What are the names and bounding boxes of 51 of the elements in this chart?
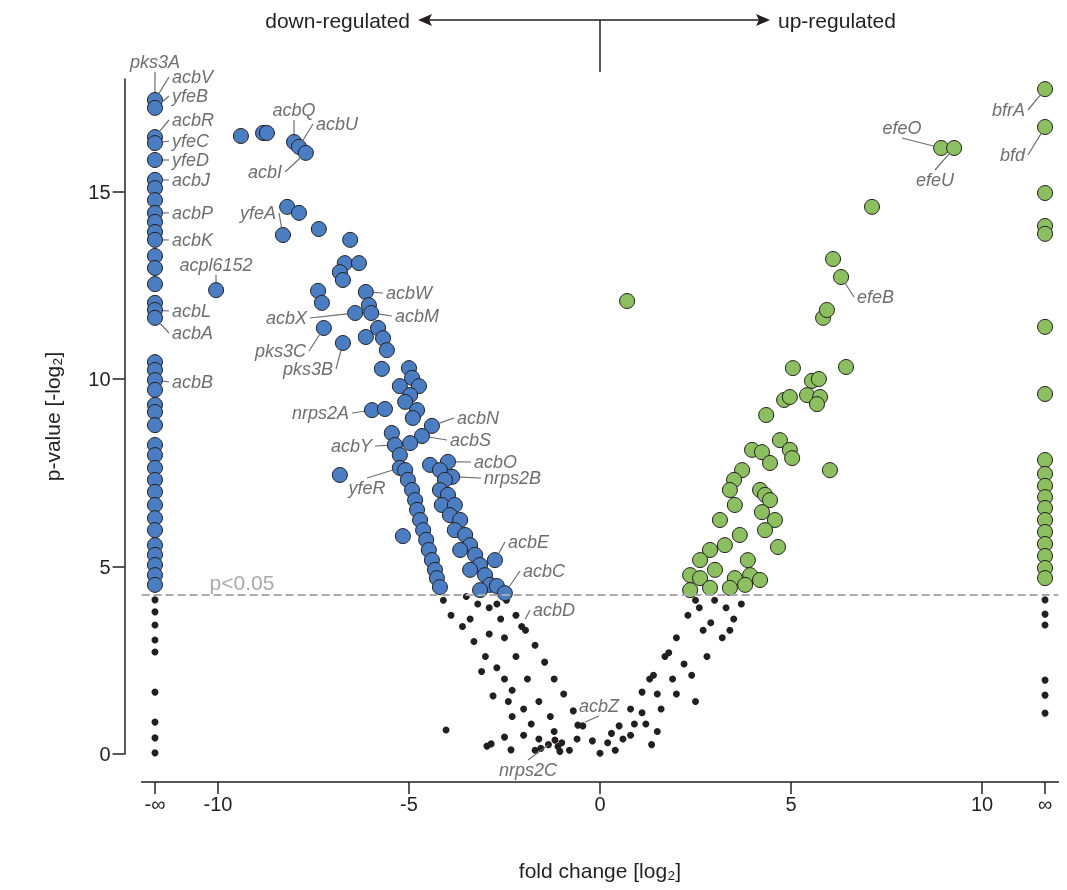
- annotation: acbX: [265, 308, 308, 328]
- x-tick-label: -∞: [144, 793, 166, 815]
- y-axis-title: p-value [-log₂]: [40, 351, 64, 482]
- annotation: efeB: [857, 287, 895, 307]
- annotation: acbK: [172, 230, 215, 250]
- y-tick-label: 15: [88, 180, 111, 203]
- annotation: pks3B: [281, 359, 333, 379]
- annotation: acpl6152: [179, 255, 253, 275]
- annotation: nrps2A: [291, 403, 349, 423]
- annotation: acbE: [508, 532, 551, 552]
- annotation: acbS: [450, 430, 492, 450]
- x-tick-label: -5: [400, 793, 418, 815]
- annotation: acbC: [523, 561, 567, 581]
- annotation: yfeB: [170, 86, 209, 106]
- annotation: bfd: [999, 145, 1026, 165]
- annotation: acbB: [172, 372, 214, 392]
- x-tick-label: -10: [203, 793, 233, 815]
- annotation: pks3C: [253, 341, 307, 361]
- text: up-regulated: [778, 8, 896, 32]
- annotation: acbL: [172, 301, 212, 321]
- annotation: acbD: [533, 600, 576, 620]
- y-tick-label: 10: [88, 368, 111, 390]
- annotation: nrps2C: [498, 760, 559, 780]
- x-tick-label: 5: [785, 793, 797, 815]
- annotation: acbM: [395, 306, 440, 326]
- ref-line-label: p<0.05: [209, 570, 275, 594]
- annotation: yfeC: [170, 131, 211, 151]
- x-tick-label: 10: [970, 793, 994, 815]
- annotation: acbU: [316, 114, 360, 134]
- annotation: acbR: [172, 110, 215, 130]
- annotation: acbY: [330, 436, 374, 456]
- y-tick-label: 0: [99, 743, 111, 765]
- annotation: yfeA: [237, 203, 276, 223]
- annotation: acbQ: [272, 100, 316, 120]
- annotation: acbW: [386, 283, 435, 303]
- annotation: acbA: [172, 323, 214, 343]
- annotation: acbP: [172, 203, 214, 223]
- annotation: efeU: [915, 170, 956, 190]
- annotation: yfeR: [346, 478, 386, 498]
- annotation: bfrA: [991, 100, 1025, 120]
- annotation: efeO: [882, 118, 922, 138]
- annotation: yfeD: [170, 150, 210, 170]
- annotation: acbI: [247, 162, 282, 182]
- x-axis-title: fold change [log₂]: [518, 859, 682, 882]
- x-tick-label: ∞: [1037, 793, 1053, 815]
- x-tick-label: 0: [594, 793, 606, 815]
- annotation: acbJ: [172, 170, 212, 190]
- annotation: acbN: [457, 408, 501, 428]
- text: down-regulated: [265, 8, 410, 32]
- annotation: acbZ: [578, 696, 621, 716]
- y-tick-label: 5: [99, 555, 111, 578]
